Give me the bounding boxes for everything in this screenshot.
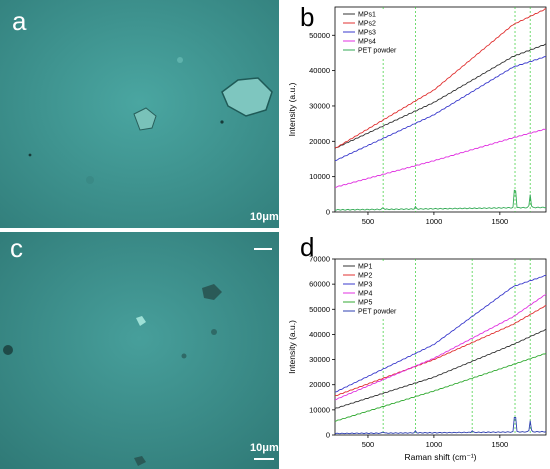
scalebar-c-top [254, 248, 272, 250]
x-tick-label-d-2: 1500 [492, 440, 509, 449]
micrograph-c: c 10μm [0, 232, 279, 469]
y-tick-label-b-3: 30000 [309, 101, 330, 110]
series-line-d-2 [334, 275, 547, 393]
y-axis-label-b: Intensity (a.u.) [287, 82, 297, 136]
x-tick-label-b-2: 1500 [492, 217, 509, 226]
series-line-b-0 [334, 43, 547, 149]
x-tick-label-d-0: 500 [362, 440, 375, 449]
legend-label-d-5: PET powder [358, 309, 397, 316]
micrograph-a: a 10μm [0, 0, 279, 228]
micrograph-c-image [0, 232, 279, 469]
legend-label-d-4: MP5 [358, 300, 373, 307]
y-tick-label-b-0: 0 [326, 208, 330, 217]
series-line-d-0 [334, 328, 547, 409]
scalebar-c [254, 458, 274, 460]
legend-label-d-1: MP2 [358, 273, 373, 280]
x-tick-label-b-0: 500 [362, 217, 375, 226]
chart-d-svg: 500 1000 1500 0 10000 20000 30000 40000 50000 600… [287, 255, 547, 462]
y-tick-label-b-1: 10000 [309, 172, 330, 181]
legend-label-d-0: MP1 [358, 264, 373, 271]
legend-label-d-3: MP4 [358, 291, 373, 298]
legend-label-b-4: PET powder [358, 48, 397, 55]
y-tick-label-d-4: 40000 [309, 330, 330, 339]
x-tick-label-b-1: 1000 [426, 217, 443, 226]
y-tick-label-b-5: 50000 [309, 31, 330, 40]
scalebar-label-a: 10μm [250, 211, 279, 223]
panel-label-a: a [12, 6, 27, 36]
series-line-b-2 [335, 56, 547, 161]
series-line-b-1 [334, 8, 547, 149]
y-tick-label-d-1: 10000 [309, 405, 330, 414]
legend-label-b-2: MPs3 [358, 30, 376, 37]
y-tick-label-d-6: 60000 [309, 280, 330, 289]
chart-b: 500 1000 1500 0 10000 20000 30000 40000 50000 Int… [282, 0, 550, 232]
legend-label-b-3: MPs4 [358, 39, 376, 46]
y-tick-label-d-3: 30000 [309, 355, 330, 364]
series-line-b-3 [334, 128, 546, 188]
x-tick-label-d-1: 1000 [426, 440, 443, 449]
y-tick-label-d-2: 20000 [309, 380, 330, 389]
x-axis-label-d: Raman shift (cm⁻¹) [404, 452, 476, 462]
legend-b [341, 9, 399, 57]
series-line-b-4 [334, 189, 547, 211]
legend-label-b-0: MPs1 [358, 12, 376, 19]
series-line-d-1 [334, 304, 547, 397]
chart-d: 500 1000 1500 0 10000 20000 30000 40000 50000 600… [282, 232, 550, 469]
series-line-d-4 [334, 352, 547, 422]
panel-label-b: b [300, 2, 315, 32]
legend-d [341, 261, 399, 318]
micrograph-a-image [0, 0, 279, 228]
series-line-d-3 [334, 294, 547, 401]
panel-label-c: c [10, 233, 23, 263]
y-axis-label-d: Intensity (a.u.) [287, 320, 297, 374]
chart-b-svg: 500 1000 1500 0 10000 20000 30000 40000 50000 Int… [287, 6, 547, 226]
y-tick-label-d-5: 50000 [309, 305, 330, 314]
legend-label-d-2: MP3 [358, 282, 373, 289]
y-tick-label-b-4: 40000 [309, 66, 330, 75]
y-tick-label-d-7: 70000 [309, 255, 330, 264]
y-tick-label-b-2: 20000 [309, 137, 330, 146]
panel-label-d: d [300, 232, 315, 262]
scalebar-label-c: 10μm [250, 442, 279, 454]
y-tick-label-d-0: 0 [326, 431, 330, 440]
legend-label-b-1: MPs2 [358, 21, 376, 28]
series-line-d-5 [334, 416, 547, 435]
